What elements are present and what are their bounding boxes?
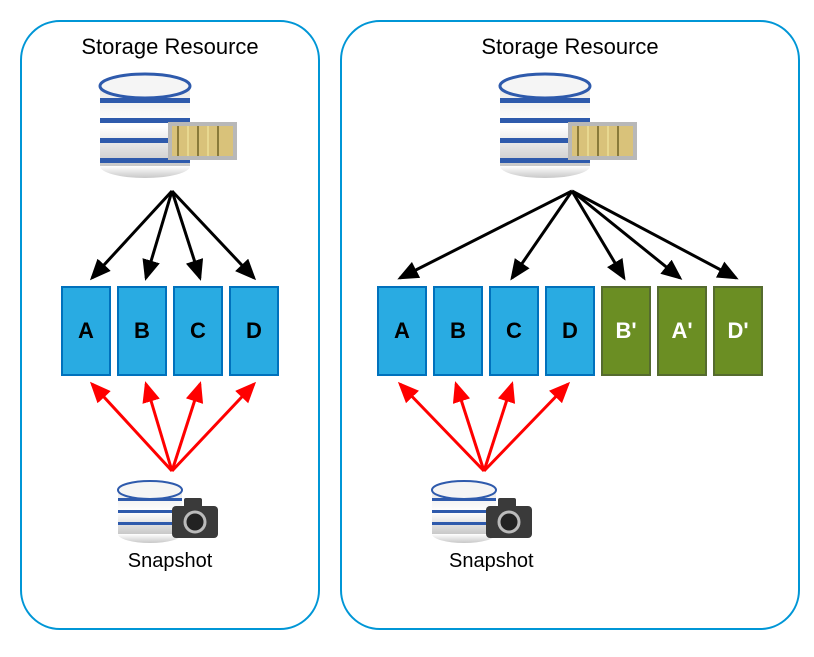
block-b-prime: B' [601,286,651,376]
block-d: D [229,286,279,376]
storage-icon [90,66,250,186]
block-d: D [545,286,595,376]
block-d-prime: D' [713,286,763,376]
block-c: C [489,286,539,376]
bottom-arrows-right [342,376,802,476]
panel-right-bottom-label: Snapshot [449,550,798,573]
block-b: B [433,286,483,376]
snapshot-icon [110,476,230,546]
panel-modified: Storage Resource [340,20,800,630]
storage-icon [490,66,650,186]
diagram-container: Storage Resource [20,20,794,630]
snapshot-icon [424,476,544,546]
block-b: B [117,286,167,376]
bottom-arrows-left [22,376,322,476]
top-arrows-left [22,186,322,286]
blocks-left: A B C D [22,286,318,376]
panel-left-bottom-label: Snapshot [22,550,318,573]
panel-left-title: Storage Resource [22,34,318,60]
block-c: C [173,286,223,376]
block-a-prime: A' [657,286,707,376]
blocks-right: A B C D B' A' D' [342,286,798,376]
block-a: A [61,286,111,376]
block-a: A [377,286,427,376]
panel-right-title: Storage Resource [342,34,798,60]
panel-original: Storage Resource [20,20,320,630]
top-arrows-right [342,186,802,286]
